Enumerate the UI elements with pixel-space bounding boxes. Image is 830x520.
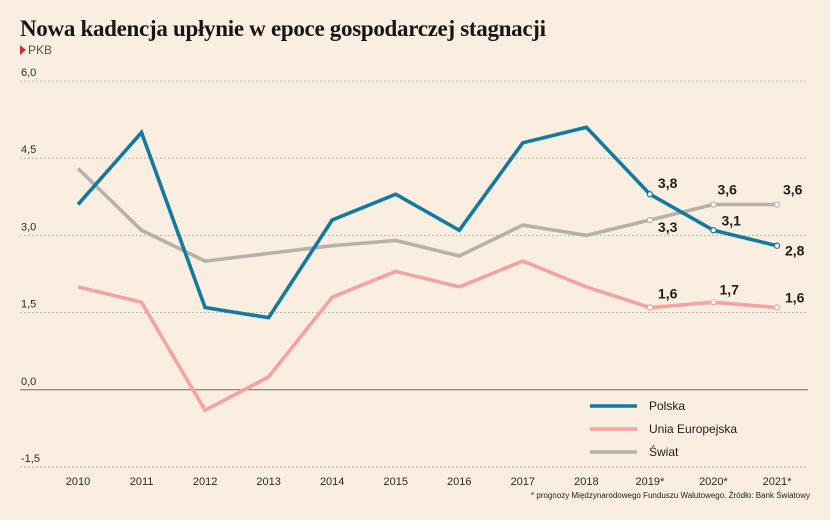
data-point <box>646 304 654 311</box>
y-tick-label: 6,0 <box>21 67 36 79</box>
series-line-polska <box>76 125 778 320</box>
y-axis-ticks: 6,0 4,5 3,0 1,5 0,0 -1,5 <box>21 67 40 465</box>
data-labels: 3,8 3,1 2,8 1,6 1,7 1,6 3,3 3,6 3,6 <box>658 175 805 305</box>
y-tick-label: 4,5 <box>21 144 36 156</box>
y-tick-label: -1,5 <box>21 453 40 465</box>
x-tick-label: 2017 <box>511 476 535 488</box>
x-tick-label: 2012 <box>193 476 217 488</box>
legend: Polska Unia Europejska Świat <box>590 399 737 459</box>
data-point <box>710 299 717 306</box>
x-tick-label: 2021* <box>763 476 792 488</box>
data-label: 3,1 <box>721 212 741 228</box>
data-label: 3,3 <box>658 219 678 235</box>
subtitle-text: PKB <box>28 43 53 57</box>
x-tick-label: 2013 <box>256 476 280 488</box>
data-label: 1,6 <box>785 289 805 305</box>
data-point <box>646 191 654 198</box>
data-label: 1,7 <box>719 281 739 297</box>
data-point <box>773 201 781 208</box>
legend-label: Świat <box>649 444 679 459</box>
y-tick-label: 1,5 <box>21 299 36 311</box>
series-line-unia-europejska <box>77 259 778 413</box>
series-lines <box>76 125 778 413</box>
data-point <box>646 216 654 224</box>
x-tick-label: 2010 <box>66 476 90 488</box>
data-point <box>773 304 781 311</box>
data-point <box>710 201 717 208</box>
x-tick-label: 2020* <box>699 476 728 488</box>
x-tick-label: 2011 <box>130 476 154 488</box>
x-axis-ticks: 2010 2011 2012 2013 2014 2015 2016 2017 2018 2019… <box>66 476 792 488</box>
chart-subtitle: PKB <box>20 43 52 57</box>
data-point <box>710 227 717 234</box>
x-tick-label: 2016 <box>447 476 471 488</box>
x-tick-label: 2018 <box>574 476 598 488</box>
y-tick-label: 0,0 <box>21 376 36 388</box>
data-label: 3,8 <box>658 175 678 191</box>
grid-lines <box>20 80 808 468</box>
series-points <box>646 191 781 311</box>
series-line-swiat <box>76 167 777 263</box>
x-tick-label: 2019* <box>636 476 665 488</box>
data-label: 3,6 <box>717 182 737 198</box>
data-label: 2,8 <box>785 243 805 259</box>
legend-label: Unia Europejska <box>649 422 737 436</box>
chart-title: Nowa kadencja upłynie w epoce gospodarcz… <box>20 16 546 41</box>
x-tick-label: 2014 <box>320 476 344 488</box>
legend-label: Polska <box>649 399 685 413</box>
data-label: 3,6 <box>783 182 803 198</box>
data-label: 1,6 <box>658 285 678 301</box>
footnote: * prognozy Międzynarodowego Funduszu Wal… <box>531 491 810 500</box>
triangle-marker-icon <box>20 45 26 55</box>
y-tick-label: 3,0 <box>21 221 36 233</box>
data-point <box>773 242 781 249</box>
x-tick-label: 2015 <box>383 476 407 488</box>
